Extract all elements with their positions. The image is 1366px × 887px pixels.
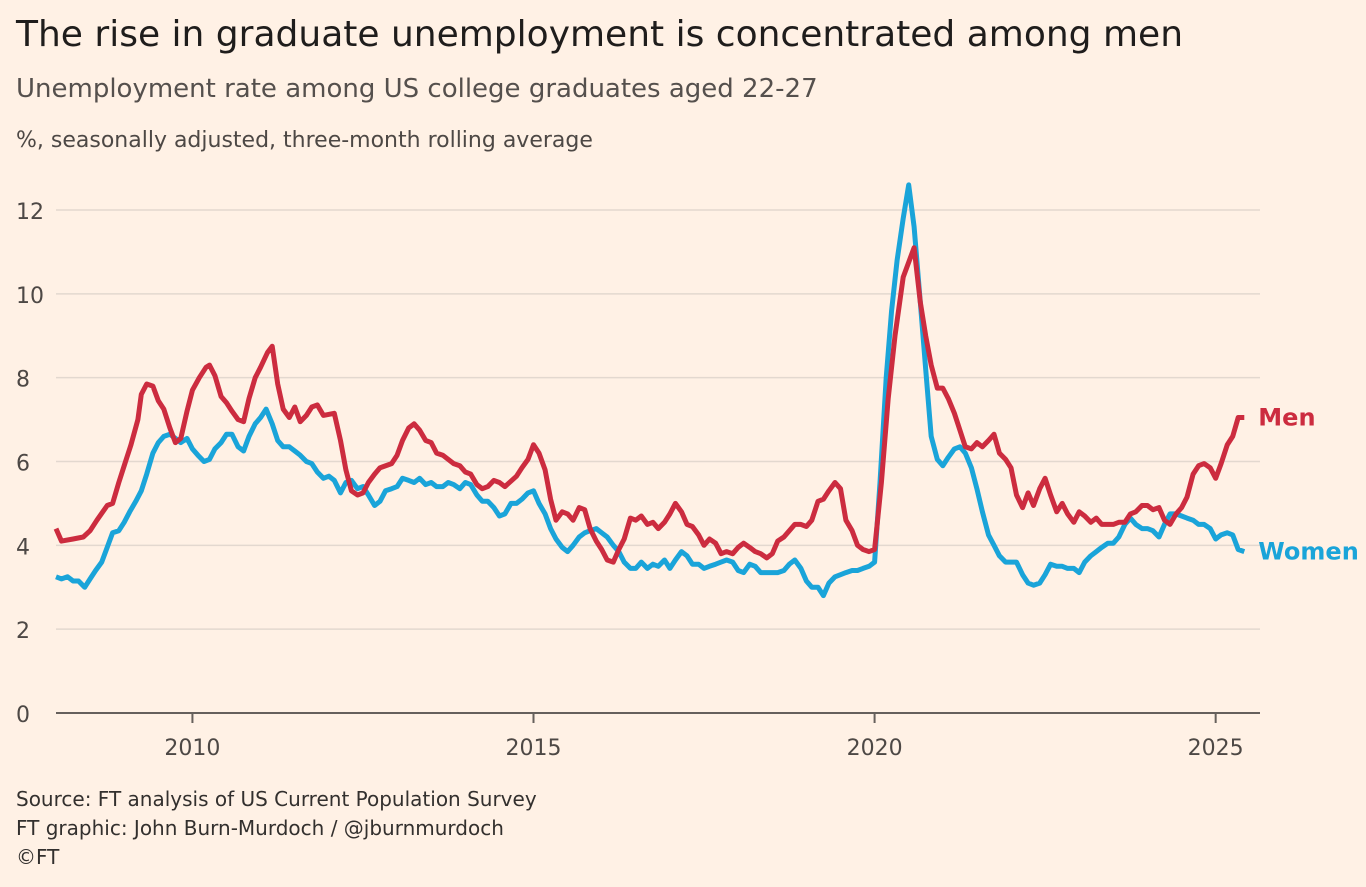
copyright: ©FT [16,845,60,869]
series-lines [53,182,1246,599]
graphic-credit: FT graphic: John Burn-Murdoch / @jburnmu… [16,816,504,840]
axes: 0 2 4 6 8 10 12 2010 2015 2020 2025 [16,200,1260,761]
chart-units-label: %, seasonally adjusted, three-month roll… [16,128,593,153]
source-note: Source: FT analysis of US Current Popula… [16,787,537,811]
x-tick-label: 2025 [1188,736,1244,761]
series-line-women [55,182,1246,599]
y-tick-label: 8 [16,368,30,393]
chart-subtitle: Unemployment rate among US college gradu… [16,74,818,104]
footer: Source: FT analysis of US Current Popula… [16,785,537,872]
series-label-women: Women [1258,538,1358,566]
gridlines [56,209,1260,630]
y-tick-label: 4 [16,535,30,560]
y-tick-label: 10 [16,284,44,309]
chart-title: The rise in graduate unemployment is con… [16,14,1184,55]
x-tick-label: 2010 [164,736,220,761]
y-tick-label: 2 [16,619,30,644]
series-label-men: Men [1258,403,1315,431]
y-tick-label: 12 [16,200,44,225]
series-labels: Men Women [1258,403,1358,565]
x-tick-label: 2020 [847,736,903,761]
x-tick-label: 2015 [506,736,562,761]
y-tick-label: 6 [16,452,30,477]
y-tick-label: 0 [16,703,30,728]
series-line-men [53,245,1245,565]
